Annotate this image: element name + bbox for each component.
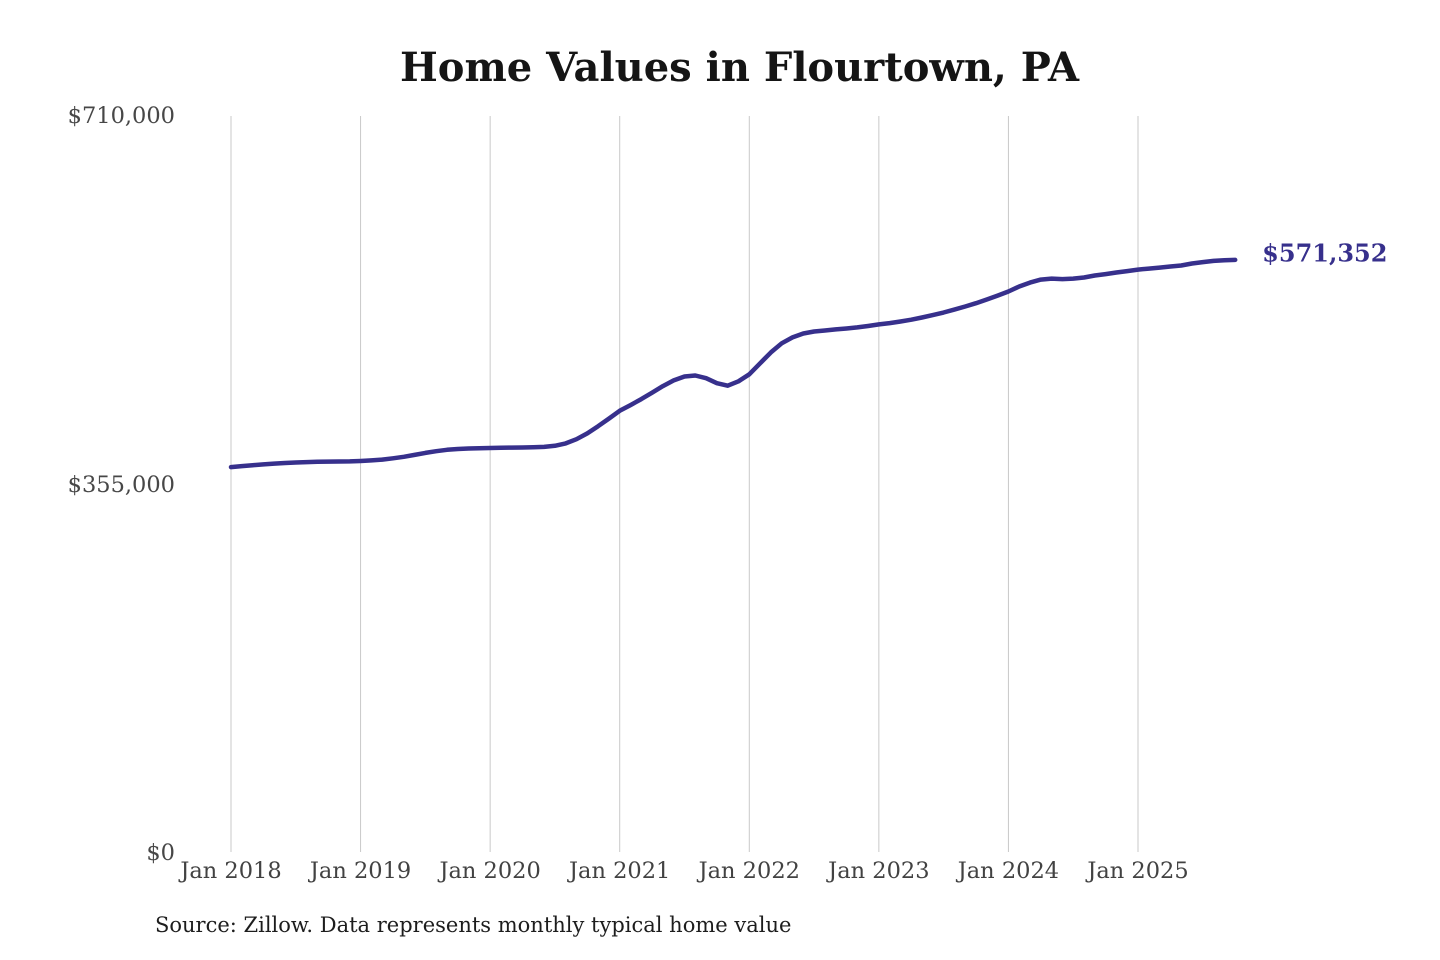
x-axis-tick-label: Jan 2020 <box>439 858 541 884</box>
y-axis-tick-label: $710,000 <box>67 103 175 129</box>
source-note: Source: Zillow. Data represents monthly … <box>155 913 792 937</box>
end-value-label: $571,352 <box>1262 238 1388 268</box>
x-axis-tick-label: Jan 2023 <box>828 858 930 884</box>
x-axis-tick-label: Jan 2019 <box>309 858 412 884</box>
x-axis-tick-label: Jan 2025 <box>1087 858 1189 884</box>
x-axis-tick-label: Jan 2021 <box>569 858 671 884</box>
x-axis-tick-label: Jan 2022 <box>698 858 800 884</box>
y-axis-tick-label: $0 <box>146 840 175 866</box>
x-axis-tick-label: Jan 2024 <box>957 858 1060 884</box>
y-axis-tick-label: $355,000 <box>67 471 175 498</box>
home-value-line <box>228 257 1238 470</box>
chart-title: Home Values in Flourtown, PA <box>400 44 1079 91</box>
x-axis-tick-label: Jan 2018 <box>180 858 282 884</box>
